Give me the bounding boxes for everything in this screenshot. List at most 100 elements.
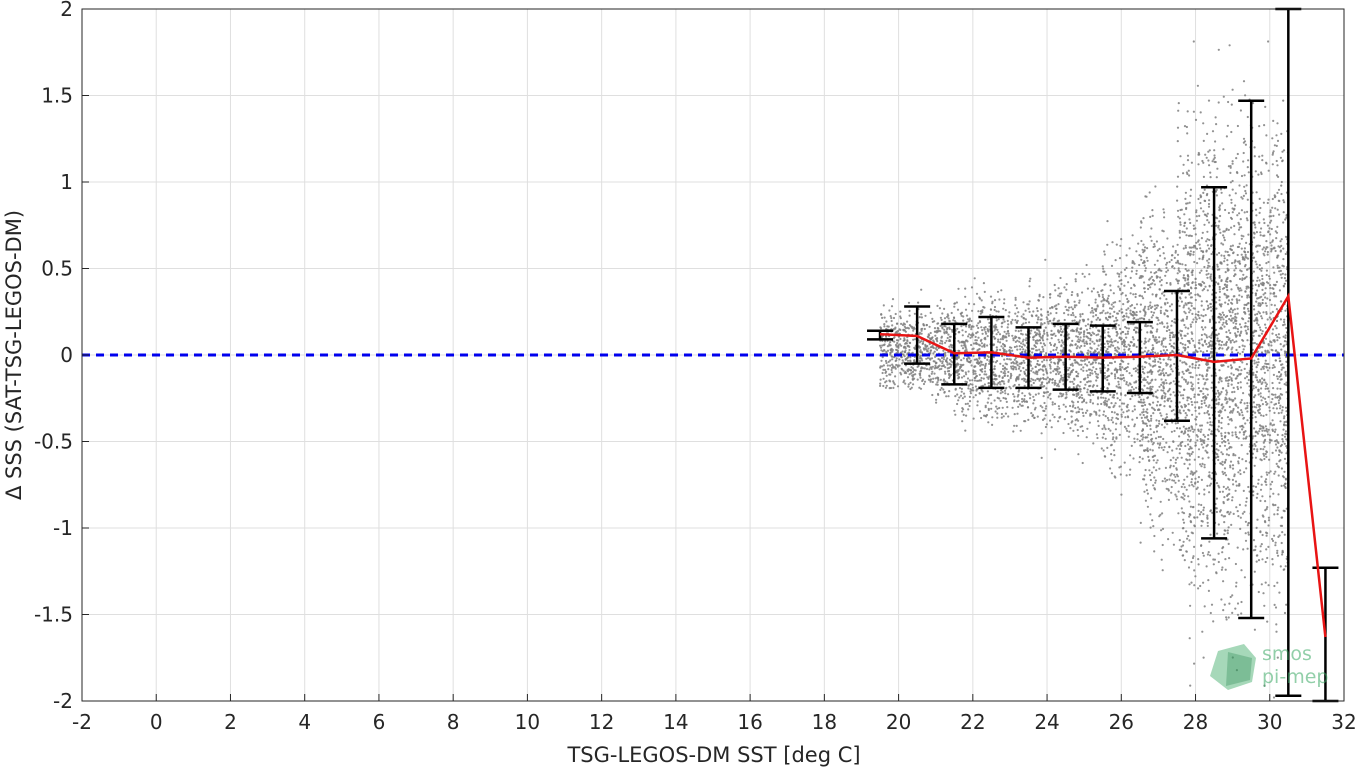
scatter-point	[1118, 405, 1121, 408]
scatter-point	[1192, 253, 1195, 256]
scatter-point	[1197, 283, 1201, 286]
scatter-point	[1152, 364, 1155, 368]
scatter-point	[1151, 385, 1154, 388]
scatter-point	[977, 379, 980, 382]
scatter-point	[1121, 402, 1124, 405]
scatter-point	[1202, 191, 1205, 194]
scatter-point	[1244, 251, 1247, 254]
scatter-point	[972, 342, 976, 345]
scatter-point	[1149, 385, 1152, 388]
scatter-point	[922, 347, 926, 350]
scatter-point	[1038, 335, 1041, 338]
scatter-point	[1244, 520, 1247, 523]
scatter-point	[1204, 314, 1207, 317]
scatter-point	[976, 360, 980, 363]
scatter-point	[883, 325, 886, 328]
scatter-point	[1065, 393, 1068, 396]
scatter-point	[908, 348, 911, 352]
scatter-point	[1207, 579, 1210, 582]
scatter-point	[1075, 329, 1079, 332]
scatter-point	[965, 348, 968, 351]
scatter-point	[1091, 309, 1094, 312]
scatter-point	[1209, 176, 1212, 179]
scatter-point	[1241, 338, 1244, 342]
scatter-point	[1197, 341, 1200, 344]
scatter-point	[1049, 378, 1052, 381]
scatter-point	[994, 378, 997, 381]
scatter-point	[1206, 393, 1209, 396]
scatter-point	[960, 359, 963, 362]
scatter-point	[1210, 374, 1213, 377]
scatter-point	[1176, 272, 1179, 275]
scatter-point	[929, 349, 932, 353]
scatter-point	[1148, 318, 1151, 321]
scatter-point	[1002, 347, 1005, 350]
scatter-point	[1219, 318, 1222, 321]
scatter-point	[1195, 374, 1198, 377]
scatter-point	[1176, 475, 1179, 478]
scatter-point	[1143, 377, 1146, 380]
scatter-point	[1217, 458, 1220, 462]
scatter-point	[1204, 326, 1207, 329]
scatter-point	[1227, 384, 1230, 388]
scatter-point	[972, 417, 975, 420]
scatter-point	[1015, 321, 1018, 324]
scatter-point	[1006, 357, 1009, 361]
scatter-point	[1205, 250, 1208, 253]
scatter-point	[1144, 340, 1147, 343]
scatter-point	[1157, 360, 1160, 363]
scatter-point	[964, 380, 967, 383]
scatter-point	[1192, 250, 1195, 254]
scatter-point	[1022, 343, 1025, 346]
scatter-point	[1089, 327, 1092, 330]
scatter-point	[1163, 313, 1166, 316]
scatter-point	[1120, 282, 1123, 286]
scatter-point	[1216, 339, 1219, 342]
scatter-point	[1097, 351, 1101, 354]
scatter-point	[1141, 248, 1144, 251]
scatter-point	[1192, 351, 1195, 354]
scatter-point	[1015, 368, 1018, 371]
scatter-point	[1127, 424, 1130, 427]
scatter-point	[1043, 344, 1047, 347]
scatter-point	[1053, 402, 1057, 405]
scatter-point	[1107, 327, 1110, 330]
scatter-point	[996, 396, 999, 399]
scatter-point	[1110, 418, 1113, 422]
scatter-point	[1057, 385, 1060, 388]
scatter-point	[991, 302, 994, 305]
scatter-point	[1238, 484, 1241, 487]
scatter-point	[1184, 268, 1187, 271]
scatter-point	[1147, 283, 1150, 287]
scatter-point	[1067, 324, 1070, 328]
scatter-point	[1237, 381, 1240, 385]
scatter-point	[889, 351, 892, 354]
scatter-point	[1111, 421, 1115, 424]
scatter-point	[895, 357, 898, 360]
scatter-point	[1205, 194, 1208, 197]
scatter-point	[1141, 428, 1144, 431]
scatter-point	[1244, 322, 1247, 325]
scatter-point	[955, 363, 958, 366]
scatter-point	[964, 308, 968, 311]
scatter-point	[1209, 421, 1212, 424]
scatter-point	[1155, 271, 1158, 274]
scatter-point	[1150, 414, 1153, 417]
scatter-point	[1181, 554, 1184, 557]
scatter-point	[1243, 265, 1247, 268]
scatter-point	[1022, 359, 1025, 362]
scatter-point	[1185, 303, 1188, 306]
scatter-point	[899, 317, 902, 320]
scatter-point	[1170, 309, 1173, 312]
scatter-point	[1203, 466, 1206, 469]
scatter-point	[1201, 462, 1204, 465]
scatter-point	[1224, 458, 1227, 461]
scatter-point	[928, 374, 931, 377]
scatter-point	[1227, 454, 1230, 457]
scatter-point	[1222, 472, 1225, 476]
scatter-point	[1079, 331, 1083, 334]
scatter-point	[1233, 308, 1236, 311]
scatter-point	[1096, 420, 1100, 423]
scatter-point	[1245, 500, 1248, 503]
scatter-point	[1089, 371, 1092, 375]
